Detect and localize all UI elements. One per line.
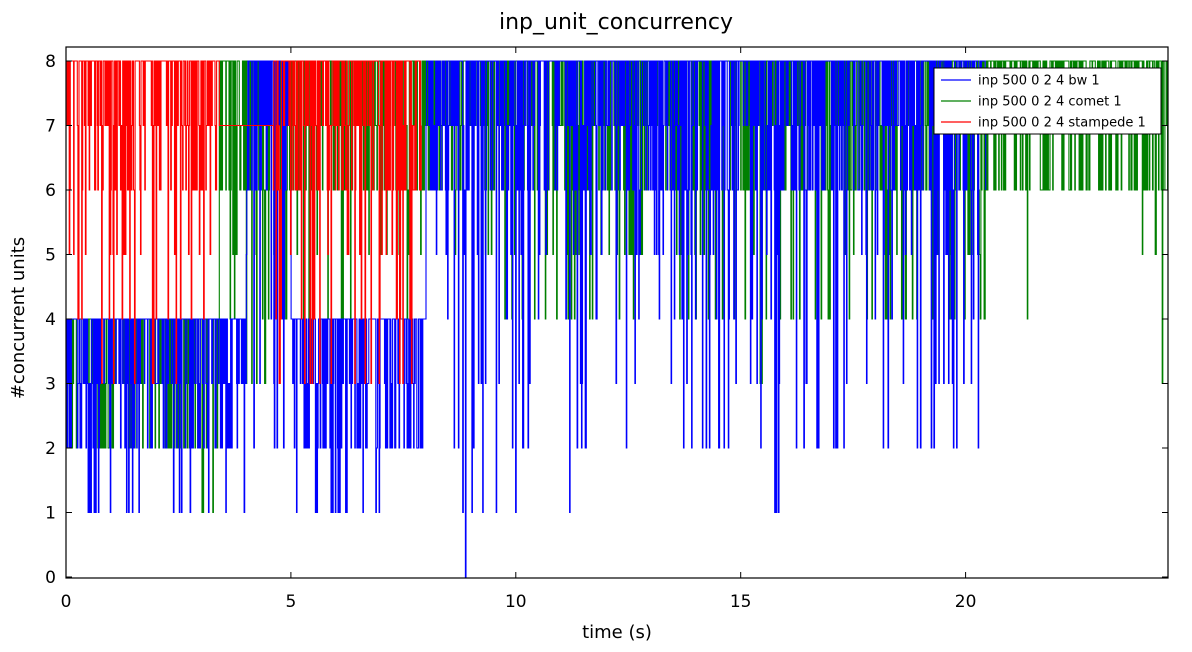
x-tick-label: 0 <box>61 592 72 612</box>
series-layer <box>66 60 1168 578</box>
x-tick-label: 10 <box>505 592 527 612</box>
series-line <box>66 60 987 578</box>
x-tick-label: 5 <box>285 592 296 612</box>
axis-ticks: 0 5 10 15 20 0 1 2 3 4 5 6 7 8 <box>45 47 1168 612</box>
y-tick-label: 6 <box>45 181 56 201</box>
legend-label-stampede: inp 500 0 2 4 stampede 1 <box>978 116 1146 131</box>
y-tick-label: 5 <box>45 246 56 266</box>
y-tick-label: 3 <box>45 375 56 395</box>
legend-label-bw: inp 500 0 2 4 bw 1 <box>978 74 1100 89</box>
y-tick-label: 8 <box>45 52 56 72</box>
series-2 <box>66 60 422 385</box>
legend-label-comet: inp 500 0 2 4 comet 1 <box>978 95 1122 110</box>
y-tick-label: 2 <box>45 439 56 459</box>
y-axis-label: #concurrent units <box>8 237 29 399</box>
legend: inp 500 0 2 4 bw 1 inp 500 0 2 4 comet 1… <box>933 67 1162 135</box>
plot-frame <box>65 46 1169 579</box>
x-tick-label: 15 <box>730 592 752 612</box>
x-axis-label: time (s) <box>582 622 652 643</box>
y-tick-label: 0 <box>45 568 56 588</box>
y-tick-label: 7 <box>45 117 56 137</box>
x-tick-label: 20 <box>955 592 977 612</box>
y-tick-label: 1 <box>45 504 56 524</box>
series-0 <box>66 60 987 578</box>
plot-area <box>66 60 1168 578</box>
series-line <box>66 60 422 385</box>
legend-box <box>933 67 1162 135</box>
chart-title: inp_unit_concurrency <box>499 10 733 35</box>
y-tick-label: 4 <box>45 310 56 330</box>
